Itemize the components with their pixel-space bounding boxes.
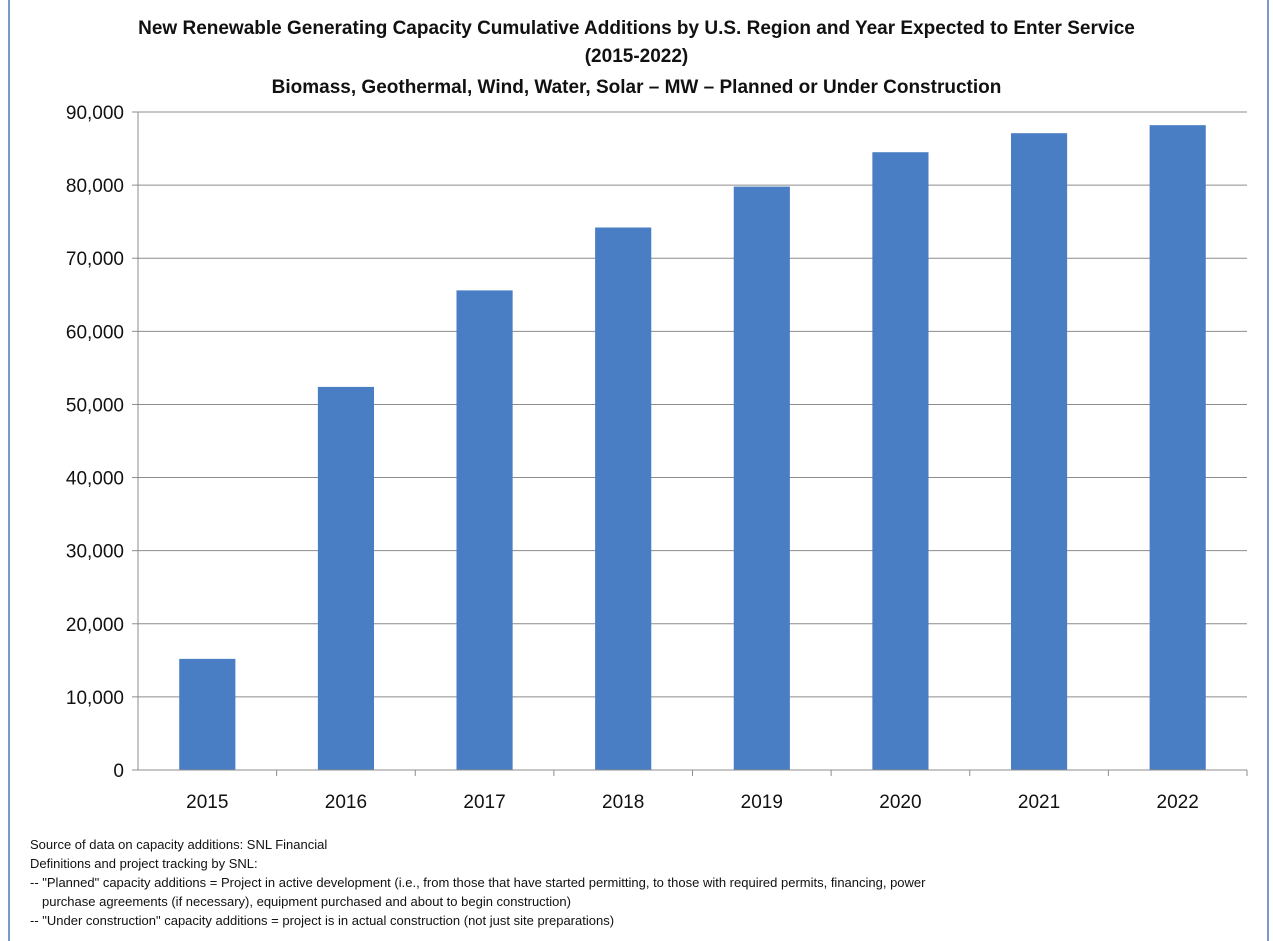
chart-title-line-1: New Renewable Generating Capacity Cumula…	[138, 18, 1135, 39]
x-tick-label: 2021	[1018, 792, 1060, 813]
y-tick-labels: 0 10,000 20,000 30,000 40,000 50,000 60,000 70,…	[66, 103, 124, 782]
x-tick-labels: 2015 2016 2017 2018 2019 2020 2021 2022	[186, 792, 1199, 813]
note-under-construction: -- "Under construction" capacity additio…	[30, 913, 615, 928]
chart-notes: Source of data on capacity additions: SN…	[30, 835, 1260, 930]
y-tick-label: 40,000	[66, 469, 124, 490]
bars	[179, 125, 1206, 771]
y-tick-label: 60,000	[66, 322, 124, 343]
axes	[132, 111, 1248, 776]
y-tick-label: 0	[113, 761, 124, 782]
bar-2020	[872, 152, 929, 770]
x-tick-label: 2020	[879, 792, 921, 813]
y-tick-label: 10,000	[66, 688, 124, 709]
bar-2017	[456, 290, 513, 770]
note-planned-line-1: -- "Planned" capacity additions = Projec…	[30, 875, 926, 890]
bar-2019	[733, 186, 790, 770]
chart-title-line-3: Biomass, Geothermal, Wind, Water, Solar …	[271, 77, 1002, 98]
chart-title-line-2: (2015-2022)	[584, 46, 689, 67]
x-tick-label: 2016	[325, 792, 367, 813]
y-tick-label: 50,000	[66, 395, 124, 416]
bar-2022	[1149, 125, 1206, 770]
bar-2015	[179, 658, 236, 770]
x-tick-label: 2018	[602, 792, 644, 813]
note-definitions: Definitions and project tracking by SNL:	[30, 856, 258, 871]
bar-chart: 0 10,000 20,000 30,000 40,000 50,000 60,000 70,…	[66, 103, 1248, 813]
chart-frame	[8, 0, 1269, 941]
note-planned-line-2: purchase agreements (if necessary), equi…	[42, 894, 571, 909]
y-tick-label: 70,000	[66, 249, 124, 270]
x-tick-label: 2019	[741, 792, 783, 813]
note-source: Source of data on capacity additions: SN…	[30, 837, 328, 852]
gridlines	[138, 111, 1247, 698]
y-tick-label: 20,000	[66, 615, 124, 636]
x-tick-label: 2022	[1157, 792, 1199, 813]
x-tick-label: 2015	[186, 792, 228, 813]
y-tick-label: 80,000	[66, 176, 124, 197]
x-tick-label: 2017	[463, 792, 505, 813]
y-tick-label: 90,000	[66, 103, 124, 124]
y-tick-label: 30,000	[66, 542, 124, 563]
bar-2016	[317, 386, 375, 770]
bar-2018	[595, 227, 652, 770]
bar-2021	[1010, 133, 1068, 771]
